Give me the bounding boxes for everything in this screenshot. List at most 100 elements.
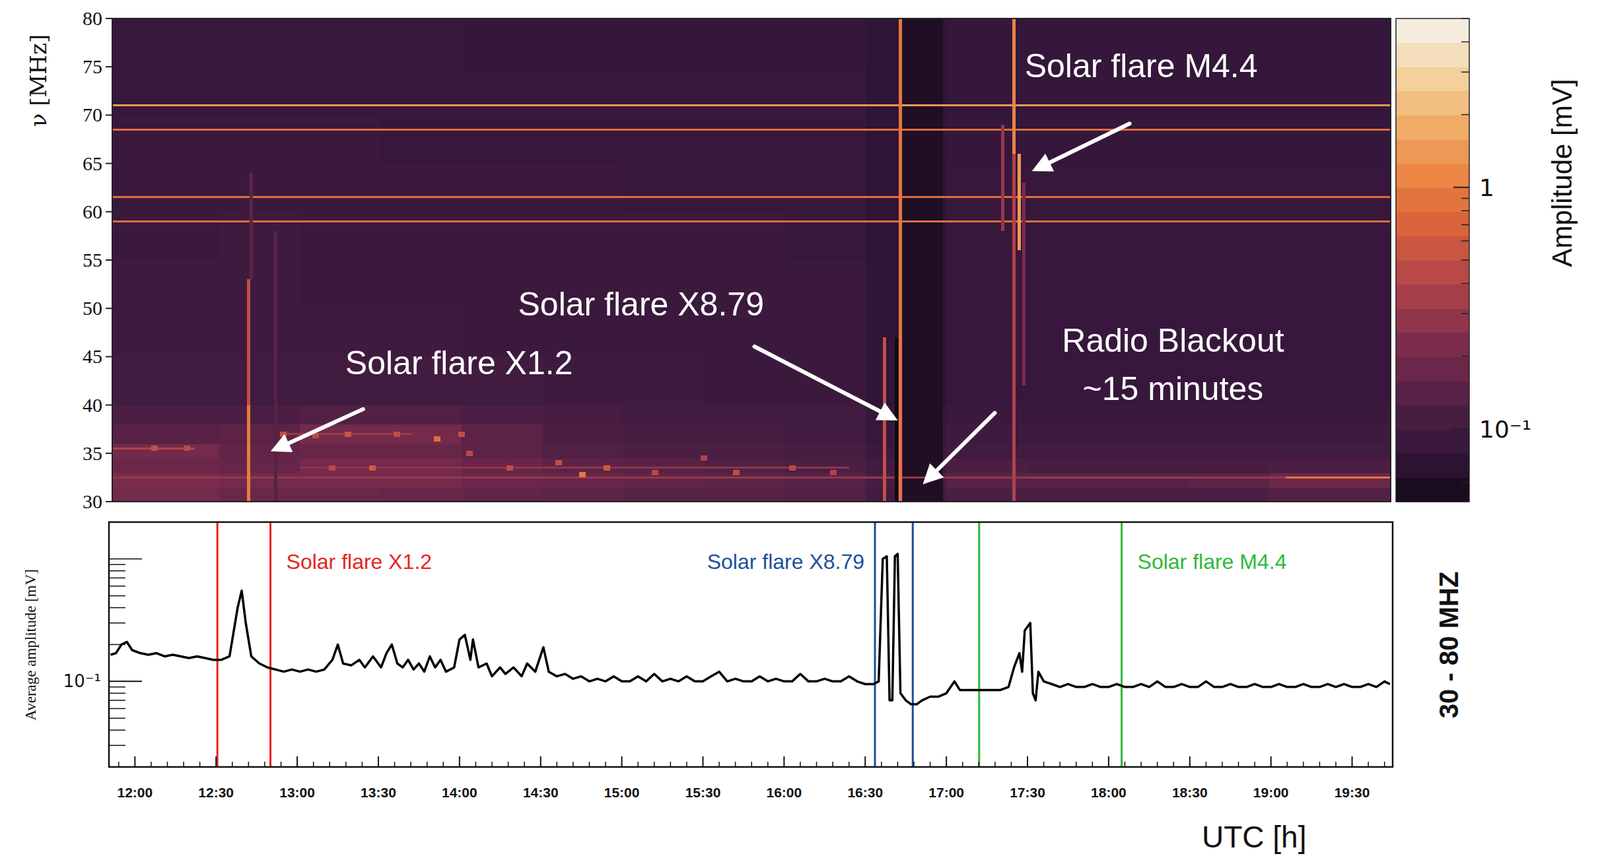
heat-cell [1026, 472, 1109, 488]
minor-tick [1461, 466, 1470, 468]
minor-tick [994, 762, 996, 768]
colorbar-step [1395, 477, 1470, 502]
colorbar-step [1395, 453, 1470, 479]
heat-cell [461, 66, 543, 116]
heat-cell [784, 114, 866, 164]
rfi-line [112, 220, 1391, 223]
minor-tick [248, 762, 250, 768]
spot [506, 465, 514, 471]
heat-cell [299, 163, 382, 213]
heat-cell [622, 443, 704, 459]
flare-label: Solar flare X1.2 [286, 550, 433, 574]
heat-cell [461, 163, 543, 213]
flare-start [977, 522, 980, 768]
heat-cell [622, 405, 704, 426]
tick [945, 756, 947, 768]
minor-tick [1461, 355, 1470, 358]
heat-cell [1269, 405, 1391, 426]
minor-tick [231, 762, 234, 768]
axis-title: ν [MHz] [25, 34, 52, 127]
heat-cell [380, 458, 462, 474]
minor-tick [475, 762, 477, 768]
spot [312, 433, 319, 439]
heat-cell [299, 443, 382, 459]
heat-cell [299, 472, 382, 488]
minor-tick [767, 762, 769, 768]
minor-tick [1075, 762, 1078, 768]
heat-cell [380, 260, 462, 310]
minor-tick [118, 762, 120, 768]
tick-label: 55 [82, 248, 103, 271]
heat-cell [299, 211, 382, 261]
minor-tick [313, 762, 315, 768]
minor-tick [491, 762, 493, 768]
minor-tick [150, 762, 152, 768]
spot [393, 431, 401, 438]
heat-cell [299, 487, 382, 502]
heat-cell [1108, 260, 1190, 310]
heat-cell [1026, 424, 1109, 445]
plot [110, 522, 1390, 768]
colorbar-step [1395, 284, 1470, 310]
annotation: Solar flare M4.4 [1024, 47, 1258, 85]
colorbar-step [1395, 42, 1470, 68]
heat-cell [219, 163, 301, 213]
minor-tick [394, 762, 396, 768]
tick-label: 35 [82, 442, 103, 465]
heat-cell [380, 114, 462, 164]
burst [1022, 182, 1026, 386]
minor-tick [280, 762, 282, 768]
heat-cell [542, 487, 624, 502]
annotation-arrow [288, 409, 364, 444]
heat-cell [219, 308, 301, 358]
minor-tick [443, 762, 445, 768]
heat-cell [1188, 472, 1270, 488]
minor-tick [1059, 762, 1061, 768]
heat-cell [1269, 487, 1391, 502]
colorbar-step [1395, 66, 1470, 92]
annotation: Radio Blackout [1061, 322, 1284, 360]
minor-tick [1238, 762, 1240, 768]
burst [246, 405, 251, 502]
heat-cell [380, 163, 462, 213]
tick [105, 163, 113, 165]
tick [108, 680, 142, 683]
heat-cell [1026, 443, 1109, 459]
minor-tick [653, 762, 656, 768]
minor-tick [1461, 439, 1470, 442]
heat-cell [703, 114, 786, 164]
tick-label: 17:00 [928, 785, 965, 801]
heat-cell [542, 18, 624, 68]
minor-tick [426, 762, 428, 768]
heat-cell [1026, 211, 1109, 261]
heat-cell [703, 405, 786, 426]
heat-cell [1026, 458, 1109, 474]
heat-cell [1108, 424, 1190, 445]
heat-cell [380, 66, 462, 116]
minor-tick [1461, 224, 1470, 226]
spot [344, 431, 352, 438]
heat-cell [784, 308, 866, 358]
heat-cell [461, 424, 543, 445]
heat-cell [542, 405, 624, 426]
minor-tick [108, 564, 126, 566]
minor-tick [1461, 198, 1470, 200]
plot-area [108, 522, 1393, 768]
frame [112, 18, 1391, 502]
heat-cell [1026, 260, 1109, 310]
minor-tick [507, 762, 510, 768]
tick [105, 355, 113, 358]
tick-label: 60 [82, 200, 103, 223]
heat-cell [1026, 487, 1109, 502]
tick-label: 17:30 [1009, 785, 1046, 801]
tick-label: 75 [82, 55, 103, 78]
heat-cell [112, 66, 220, 116]
minor-tick [880, 762, 883, 768]
minor-tick [1010, 762, 1013, 768]
heat-cell [622, 424, 704, 445]
minor-tick [108, 699, 126, 702]
heat-cell [1026, 405, 1109, 426]
heat-cell [784, 405, 866, 426]
flare-start [216, 522, 219, 768]
heat-cell [1269, 260, 1391, 310]
